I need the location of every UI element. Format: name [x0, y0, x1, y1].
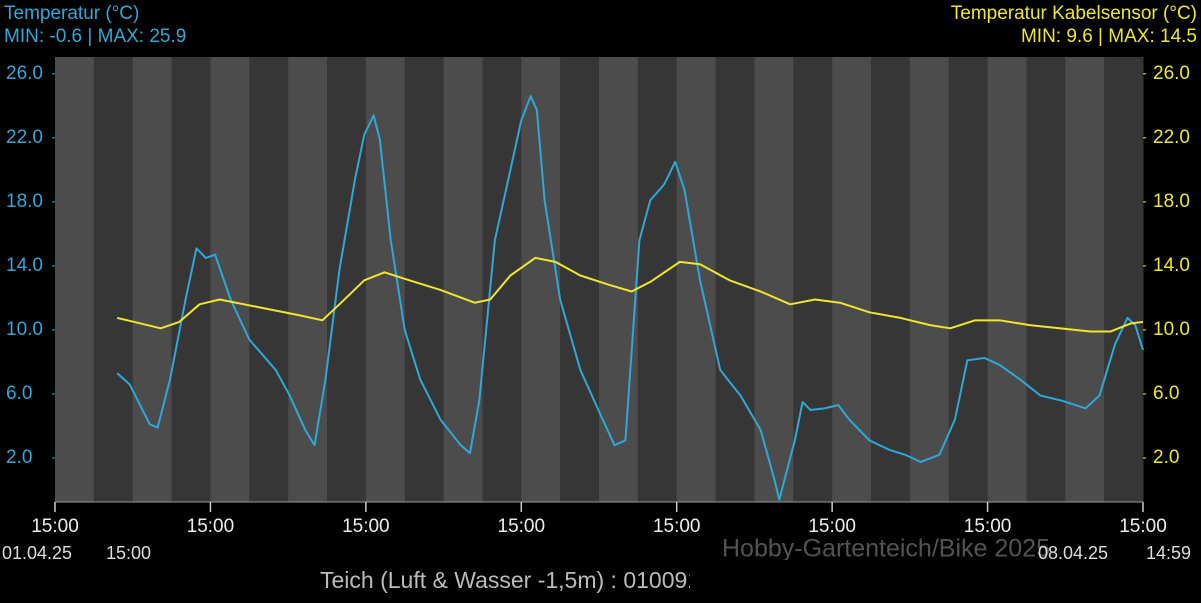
y2-tick-label: 18.0 — [1153, 191, 1190, 212]
plot-stripe — [1065, 57, 1105, 502]
plot-stripe — [948, 57, 989, 502]
plot-stripe — [482, 57, 522, 502]
redaction-box — [690, 560, 895, 598]
y-tick-label: 18.0 — [6, 191, 43, 212]
y2-tick-label: 2.0 — [1153, 447, 1179, 468]
x-tick-label: 15:00 — [808, 516, 856, 537]
y-tick-label: 14.0 — [6, 255, 43, 276]
y2-tick-label: 22.0 — [1153, 127, 1190, 148]
plot-stripe — [676, 57, 717, 502]
plot-stripe — [521, 57, 561, 502]
x-tick-label: 15:00 — [1119, 516, 1167, 537]
plot-stripe — [754, 57, 794, 502]
plot-stripe — [171, 57, 211, 502]
x-tick-label: 15:00 — [498, 516, 546, 537]
plot-stripe — [288, 57, 328, 502]
left-series-title: Temperatur (°C) — [4, 3, 139, 24]
plot-stripe — [55, 57, 95, 502]
plot-stripe — [987, 57, 1027, 502]
y-tick-label: 26.0 — [6, 63, 43, 84]
start-date: 01.04.25 — [2, 543, 72, 563]
x-tick-label: 15:00 — [31, 516, 79, 537]
end-time: 14:59 — [1146, 543, 1191, 563]
x-tick-label: 15:00 — [187, 516, 235, 537]
watermark: Hobby-Gartenteich/Bike 2025 — [722, 535, 1050, 563]
left-stats: MIN: -0.6 | MAX: 25.9 — [4, 26, 186, 47]
plot-stripe — [793, 57, 833, 502]
plot-stripe — [599, 57, 639, 502]
plot-stripe — [715, 57, 755, 502]
y-tick-label: 22.0 — [6, 127, 43, 148]
y2-tick-label: 6.0 — [1153, 383, 1179, 404]
plot-stripe — [93, 57, 134, 502]
y2-tick-label: 10.0 — [1153, 319, 1190, 340]
x-tick-label: 15:00 — [653, 516, 701, 537]
plot-stripe — [637, 57, 678, 502]
plot-stripe — [404, 57, 445, 502]
plot-stripe — [1026, 57, 1066, 502]
y2-tick-label: 14.0 — [1153, 255, 1190, 276]
series-line — [116, 256, 1144, 333]
right-series-title: Temperatur Kabelsensor (°C) — [951, 3, 1197, 24]
plot-stripe — [365, 57, 406, 502]
plot-stripe — [132, 57, 173, 502]
start-time: 15:00 — [106, 543, 151, 563]
plot-area: 15:00 15:00 15:00 15:00 15:00 15:00 15:00 15:00… — [6, 57, 1190, 537]
y-tick-label: 10.0 — [6, 319, 43, 340]
x-tick-label: 15:00 — [342, 516, 390, 537]
y2-tick-label: 26.0 — [1153, 63, 1190, 84]
plot-stripe — [871, 57, 911, 502]
plot-stripe — [249, 57, 289, 502]
plot-stripe — [832, 57, 872, 502]
y-tick-label: 6.0 — [6, 383, 32, 404]
series-line — [116, 95, 1144, 501]
x-tick-label: 15:00 — [964, 516, 1012, 537]
y-tick-label: 2.0 — [6, 447, 32, 468]
plot-stripe — [1104, 57, 1144, 502]
plot-stripe — [909, 57, 950, 502]
right-stats: MIN: 9.6 | MAX: 14.5 — [1021, 26, 1197, 47]
plot-stripe — [443, 57, 483, 502]
end-date: 08.04.25 — [1038, 543, 1108, 563]
plot-stripe — [210, 57, 250, 502]
plot-stripe — [327, 57, 367, 502]
